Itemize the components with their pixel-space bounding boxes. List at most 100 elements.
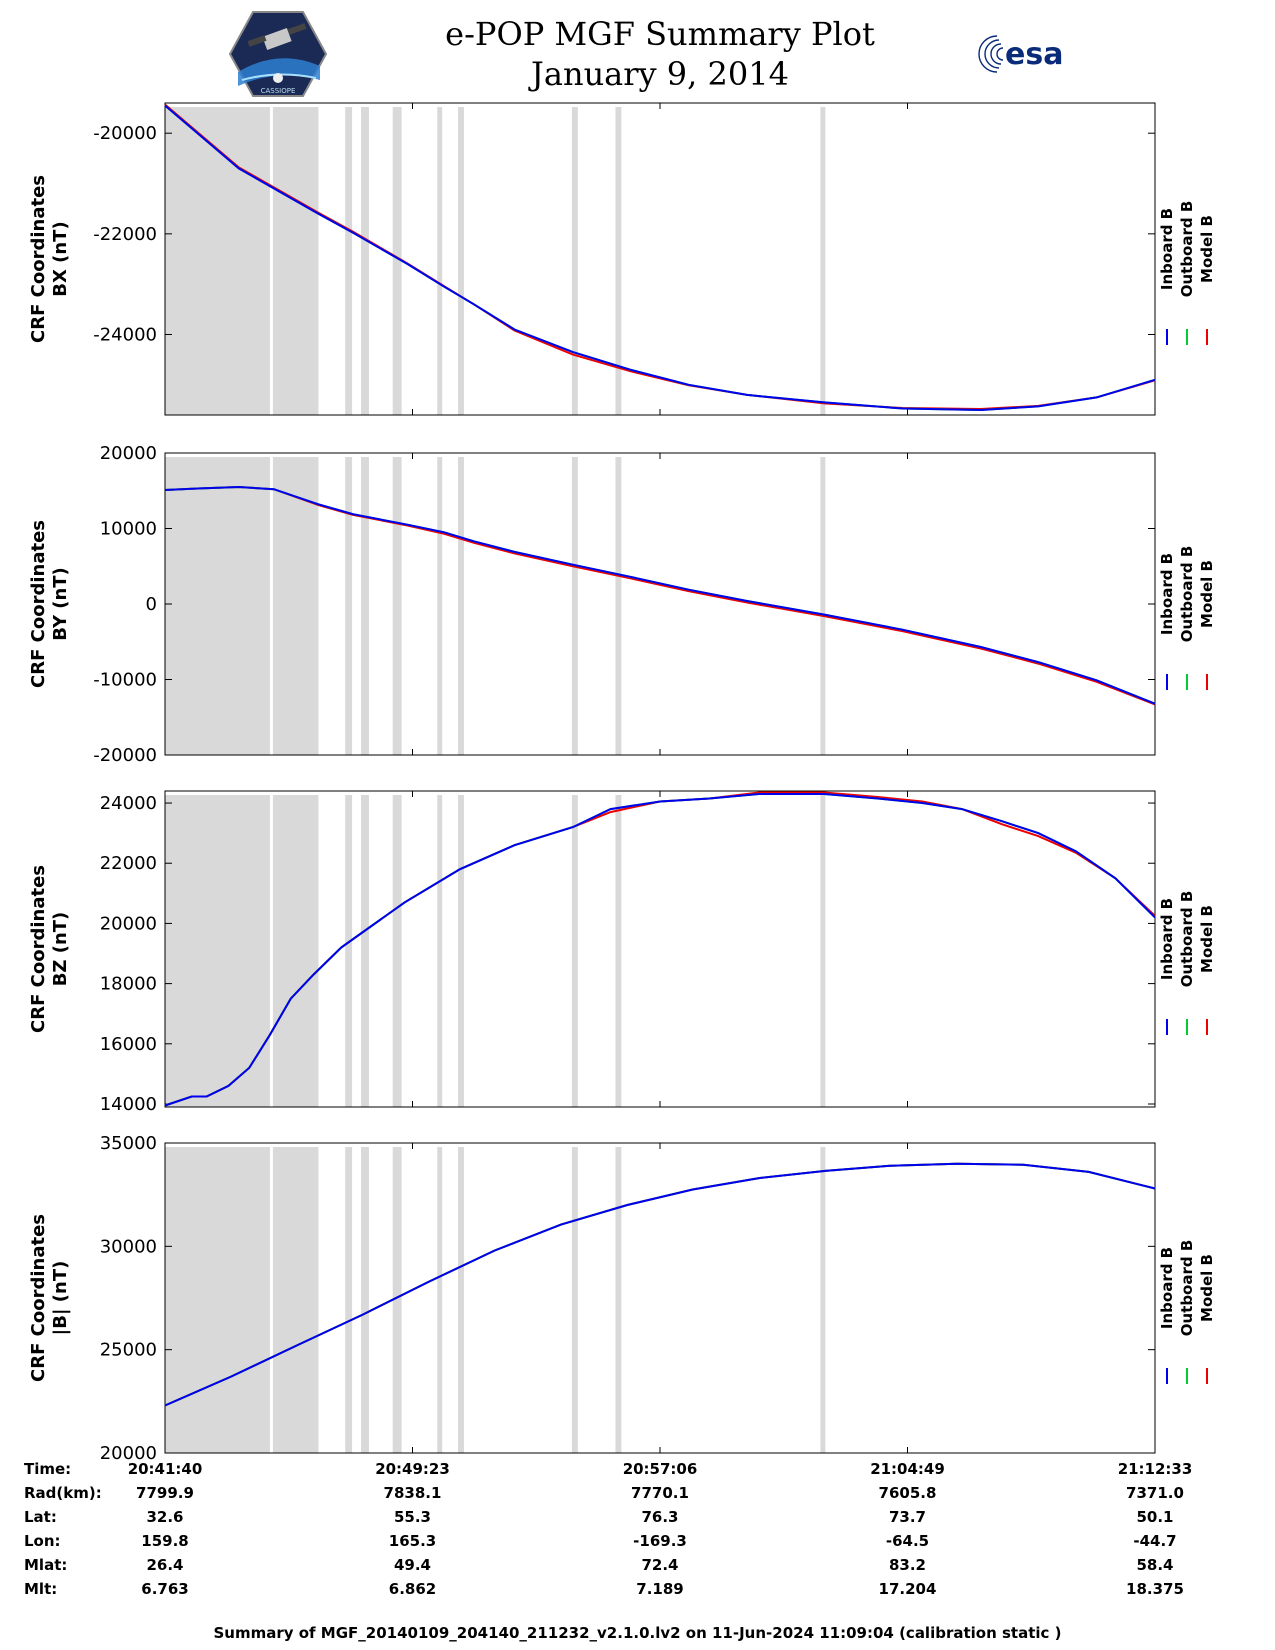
page-date: January 9, 2014 xyxy=(531,55,789,93)
y-axis-label: BX (nT) xyxy=(50,221,71,296)
data-gap-8 xyxy=(571,795,578,1107)
data-gap-7 xyxy=(458,1147,464,1453)
y-tick-label: 30000 xyxy=(100,1236,157,1257)
data-gap-10 xyxy=(820,795,826,1107)
info-cell: 73.7 xyxy=(888,1508,926,1526)
info-cell: 20:49:23 xyxy=(375,1460,450,1478)
y-tick-label: 20000 xyxy=(100,913,157,934)
series-inboard-b xyxy=(164,793,1156,1107)
legend-entry: Outboard B xyxy=(1178,201,1196,298)
info-cell: 26.4 xyxy=(146,1556,184,1574)
data-gap-3 xyxy=(345,1147,353,1453)
info-cell: 20:57:06 xyxy=(622,1460,698,1478)
y-axis-label: CRF Coordinates xyxy=(28,520,49,688)
info-row: Rad(km): 7799.9 7838.1 7770.1 7605.8 7371.0 xyxy=(0,1484,1275,1508)
info-cell: 7799.9 xyxy=(136,1484,194,1502)
y-axis-label: |B| (nT) xyxy=(50,1261,71,1336)
y-tick-label: 20000 xyxy=(100,443,157,464)
info-row: Mlt: 6.763 6.862 7.189 17.204 18.375 xyxy=(0,1580,1275,1604)
info-cell: -64.5 xyxy=(885,1532,930,1550)
y-tick-label: -24000 xyxy=(93,324,157,345)
footer-note: Summary of MGF_20140109_204140_211232_v2… xyxy=(213,1624,1062,1642)
data-gap-10 xyxy=(820,107,826,415)
esa-logo-icon: esa xyxy=(978,35,1063,73)
y-tick-label: -20000 xyxy=(93,123,157,144)
data-gap-1 xyxy=(165,1147,270,1453)
y-tick-label: 20000 xyxy=(100,1443,157,1460)
series-inboard-b xyxy=(164,485,1156,705)
info-cell: 20:41:40 xyxy=(127,1460,203,1478)
data-gap-9 xyxy=(615,107,622,415)
info-cell: 17.204 xyxy=(878,1580,937,1598)
info-cell: 6.862 xyxy=(388,1580,437,1598)
legend-entry: Model B xyxy=(1198,905,1216,973)
info-row: Mlat: 26.4 49.4 72.4 83.2 58.4 xyxy=(0,1556,1275,1580)
data-gap-8 xyxy=(571,1147,578,1453)
data-gap-4 xyxy=(361,457,369,755)
y-tick-label: -20000 xyxy=(93,745,157,766)
data-gap-5 xyxy=(392,1147,402,1453)
data-gap-1 xyxy=(165,457,270,755)
info-cell: 58.4 xyxy=(1136,1556,1174,1574)
info-cell: 7371.0 xyxy=(1126,1484,1184,1502)
info-label: Lat: xyxy=(24,1508,57,1526)
y-axis-label: BY (nT) xyxy=(50,567,71,641)
legend-entry: Model B xyxy=(1198,560,1216,628)
info-cell: 83.2 xyxy=(888,1556,926,1574)
y-tick-label: 10000 xyxy=(100,519,157,540)
data-gap-7 xyxy=(458,795,464,1107)
legend-entry: Model B xyxy=(1198,215,1216,283)
info-cell: 21:04:49 xyxy=(870,1460,945,1478)
epop-logo-text: CASSIOPE xyxy=(261,87,296,95)
data-gap-2 xyxy=(272,1147,319,1453)
legend-entry: Inboard B xyxy=(1158,898,1176,980)
data-gap-1 xyxy=(165,107,270,415)
data-gap-6 xyxy=(437,107,443,415)
info-label: Lon: xyxy=(24,1532,61,1550)
series-inboard-b xyxy=(164,1162,1156,1407)
info-cell: -44.7 xyxy=(1133,1532,1177,1550)
info-cell: 55.3 xyxy=(393,1508,431,1526)
y-tick-label: 18000 xyxy=(100,974,157,995)
info-cell: 72.4 xyxy=(641,1556,679,1574)
info-cell: 159.8 xyxy=(141,1532,189,1550)
epop-logo-icon: CASSIOPE xyxy=(228,11,328,97)
y-axis-label: BZ (nT) xyxy=(50,912,71,987)
data-gap-2 xyxy=(272,457,319,755)
data-gap-8 xyxy=(571,107,578,415)
info-table: Time: 20:41:40 20:49:23 20:57:06 21:04:49 21:… xyxy=(0,1460,1275,1620)
info-cell: 49.4 xyxy=(393,1556,431,1574)
y-tick-label: 22000 xyxy=(100,853,157,874)
legend-entry: Outboard B xyxy=(1178,891,1196,988)
panel-1: -20000 -22000 -24000 CRF Coordinates BX (nT)… xyxy=(28,102,1216,416)
info-cell: 50.1 xyxy=(1136,1508,1174,1526)
y-tick-label: 35000 xyxy=(100,1133,157,1154)
info-cell: 18.375 xyxy=(1126,1580,1184,1598)
legend-entry: Inboard B xyxy=(1158,553,1176,635)
legend-entry: Outboard B xyxy=(1178,1240,1196,1337)
data-gap-6 xyxy=(437,1147,443,1453)
info-label: Time: xyxy=(24,1460,72,1478)
y-axis-label: CRF Coordinates xyxy=(28,865,49,1033)
info-cell: 165.3 xyxy=(388,1532,437,1550)
data-gap-2 xyxy=(272,107,319,415)
data-gap-5 xyxy=(392,795,402,1107)
data-gap-4 xyxy=(361,1147,369,1453)
info-cell: 32.6 xyxy=(146,1508,184,1526)
y-tick-label: 24000 xyxy=(100,793,157,814)
data-gap-7 xyxy=(458,457,464,755)
info-row: Lon: 159.8 165.3 -169.3 -64.5 -44.7 xyxy=(0,1532,1275,1556)
y-tick-label: -22000 xyxy=(93,224,157,245)
info-cell: 7.189 xyxy=(636,1580,684,1598)
y-tick-label: 16000 xyxy=(100,1034,157,1055)
data-gap-9 xyxy=(615,457,622,755)
data-gap-4 xyxy=(361,107,369,415)
data-gap-2 xyxy=(272,795,319,1107)
info-cell: -169.3 xyxy=(633,1532,687,1550)
data-gap-1 xyxy=(165,795,270,1107)
info-label: Mlat: xyxy=(24,1556,68,1574)
y-tick-label: 14000 xyxy=(100,1094,157,1115)
series-inboard-b xyxy=(164,104,1156,412)
legend-entry: Model B xyxy=(1198,1254,1216,1322)
y-tick-label: 25000 xyxy=(100,1340,157,1361)
